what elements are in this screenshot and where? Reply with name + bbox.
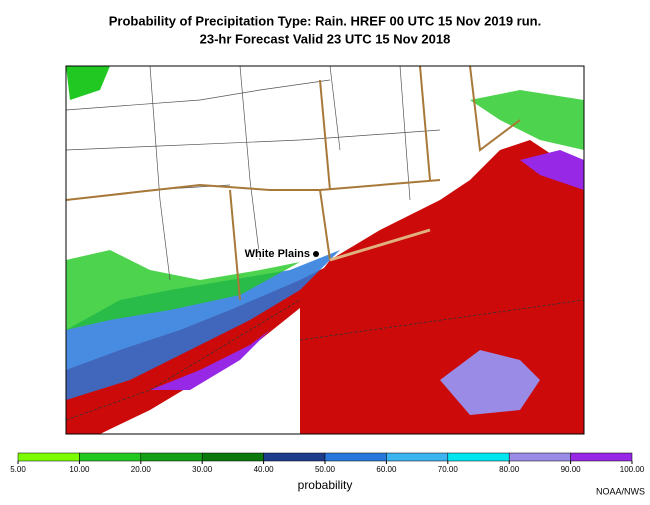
colorbar-tick-label: 50.00 [315,465,336,474]
credit: NOAA/NWS [596,486,645,496]
colorbar-segment [386,452,449,462]
colorbar-tick-label: 80.00 [499,465,520,474]
colorbar-label: probability [298,478,353,492]
colorbar-tick-label: 60.00 [376,465,397,474]
colorbar-segment [17,452,80,462]
map: White Plains [66,66,584,434]
colorbar-segment [447,452,510,462]
colorbar-tick-label: 40.00 [254,465,275,474]
colorbar-tick-label: 70.00 [438,465,459,474]
colorbar-tick-label: 30.00 [192,465,213,474]
colorbar-segment [570,452,633,462]
colorbar-segment [201,452,264,462]
colorbar-tick-label: 10.00 [69,465,90,474]
colorbar-tick-label: 5.00 [10,465,26,474]
colorbar-segment [79,452,142,462]
colorbar-tick-label: 20.00 [131,465,152,474]
title-line: 23-hr Forecast Valid 23 UTC 15 Nov 2018 [200,31,451,46]
colorbar-tick-label: 90.00 [561,465,582,474]
place-label: White Plains [245,248,310,260]
colorbar-segment [263,452,326,462]
colorbar-segment [140,452,203,462]
colorbar: 5.00 10.00 20.00 30.00 40.00 50.00 60.00 70.00 8… [10,452,645,474]
colorbar-tick-label: 100.00 [620,465,645,474]
colorbar-segment [508,452,571,462]
title-line: Probability of Precipitation Type: Rain.… [109,13,541,28]
colorbar-segment [324,452,387,462]
